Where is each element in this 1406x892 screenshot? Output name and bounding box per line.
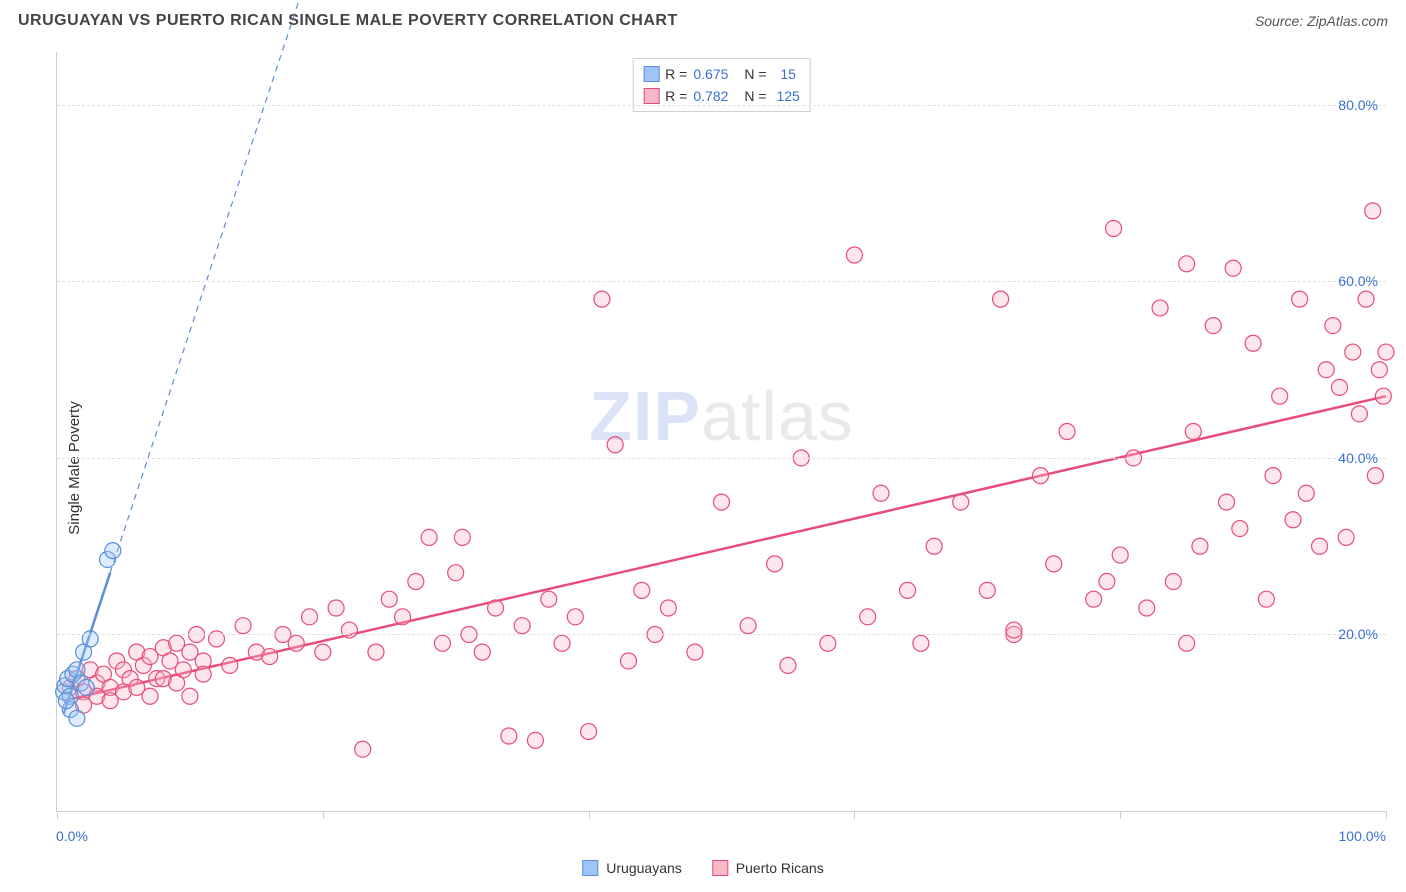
y-tick-label: 40.0%	[1338, 450, 1378, 466]
chart-container: Single Male Poverty ZIPatlas R = 0.675 N…	[0, 44, 1406, 892]
x-tick	[854, 811, 855, 819]
x-tick	[1120, 811, 1121, 819]
y-tick-label: 60.0%	[1338, 273, 1378, 289]
x-tick	[57, 811, 58, 819]
gridline	[57, 458, 1386, 459]
legend-label: Uruguayans	[606, 860, 682, 876]
source-label: Source:	[1255, 13, 1307, 29]
chart-source: Source: ZipAtlas.com	[1255, 13, 1388, 29]
x-tick	[323, 811, 324, 819]
legend-label: Puerto Ricans	[736, 860, 824, 876]
source-value: ZipAtlas.com	[1307, 13, 1388, 29]
legend-swatch-icon	[582, 860, 598, 876]
y-tick-label: 20.0%	[1338, 626, 1378, 642]
gridline	[57, 281, 1386, 282]
legend-item-uruguayans: Uruguayans	[582, 860, 682, 876]
plot-area: ZIPatlas R = 0.675 N = 15 R = 0.782 N = …	[56, 52, 1386, 812]
legend-item-puertoricans: Puerto Ricans	[712, 860, 824, 876]
chart-title: URUGUAYAN VS PUERTO RICAN SINGLE MALE PO…	[18, 12, 678, 30]
gridline	[57, 634, 1386, 635]
x-axis-max-label: 100.0%	[1339, 828, 1386, 844]
x-tick	[1386, 811, 1387, 819]
legend-swatch-icon	[712, 860, 728, 876]
chart-header: URUGUAYAN VS PUERTO RICAN SINGLE MALE PO…	[0, 0, 1406, 38]
x-tick	[589, 811, 590, 819]
legend-series: Uruguayans Puerto Ricans	[582, 860, 823, 876]
x-axis-min-label: 0.0%	[56, 828, 88, 844]
scatter-svg	[57, 52, 1386, 811]
y-tick-label: 80.0%	[1338, 97, 1378, 113]
gridline	[57, 105, 1386, 106]
